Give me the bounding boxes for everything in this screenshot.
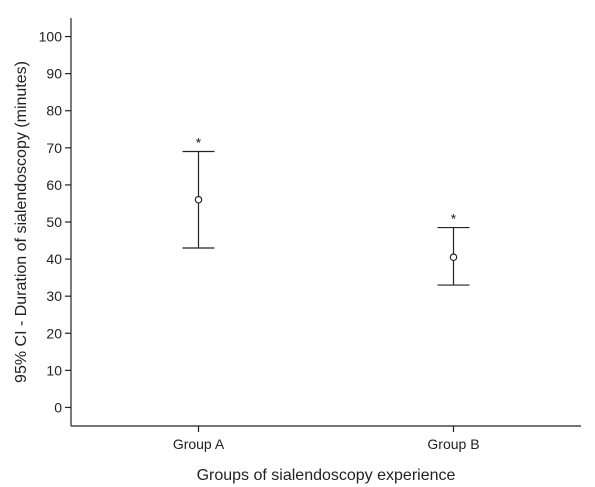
y-axis-title: 95% CI - Duration of sialendoscopy (minu… (13, 61, 30, 383)
significance-marker: * (196, 135, 202, 151)
significance-marker: * (451, 211, 457, 227)
mean-point (194, 195, 203, 204)
y-tick-label: 80 (46, 103, 62, 119)
x-axis-title: Groups of sialendoscopy experience (197, 467, 456, 484)
y-tick-label: 20 (46, 325, 62, 341)
error-bar-group: * (437, 211, 470, 286)
y-tick-label: 10 (46, 362, 62, 378)
y-tick-label: 70 (46, 140, 62, 156)
error-bars: ** (182, 135, 470, 286)
y-tick-label: 60 (46, 177, 62, 193)
x-ticks: Group A Group B (173, 426, 480, 452)
y-tick-label: 100 (39, 29, 63, 45)
mean-point (449, 253, 458, 262)
y-tick-label: 90 (46, 66, 62, 82)
y-tick-label: 50 (46, 214, 62, 230)
y-tick-label: 0 (54, 399, 62, 415)
x-tick-label: Group B (427, 436, 479, 452)
axes (70, 18, 581, 427)
y-ticks: 0 10 20 30 40 50 60 70 80 90 100 (39, 29, 71, 415)
x-tick-label: Group A (173, 436, 225, 452)
y-tick-label: 40 (46, 251, 62, 267)
y-tick-label: 30 (46, 288, 62, 304)
error-bar-group: * (182, 135, 215, 249)
